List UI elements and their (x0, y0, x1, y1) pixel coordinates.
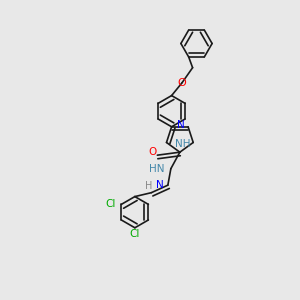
Text: H: H (145, 181, 153, 191)
Text: N: N (156, 180, 164, 190)
Text: Cl: Cl (105, 199, 115, 209)
Text: HN: HN (149, 164, 165, 174)
Text: N: N (177, 120, 184, 130)
Text: O: O (149, 147, 157, 157)
Text: NH: NH (175, 139, 190, 149)
Text: O: O (178, 78, 187, 88)
Text: Cl: Cl (130, 230, 140, 239)
